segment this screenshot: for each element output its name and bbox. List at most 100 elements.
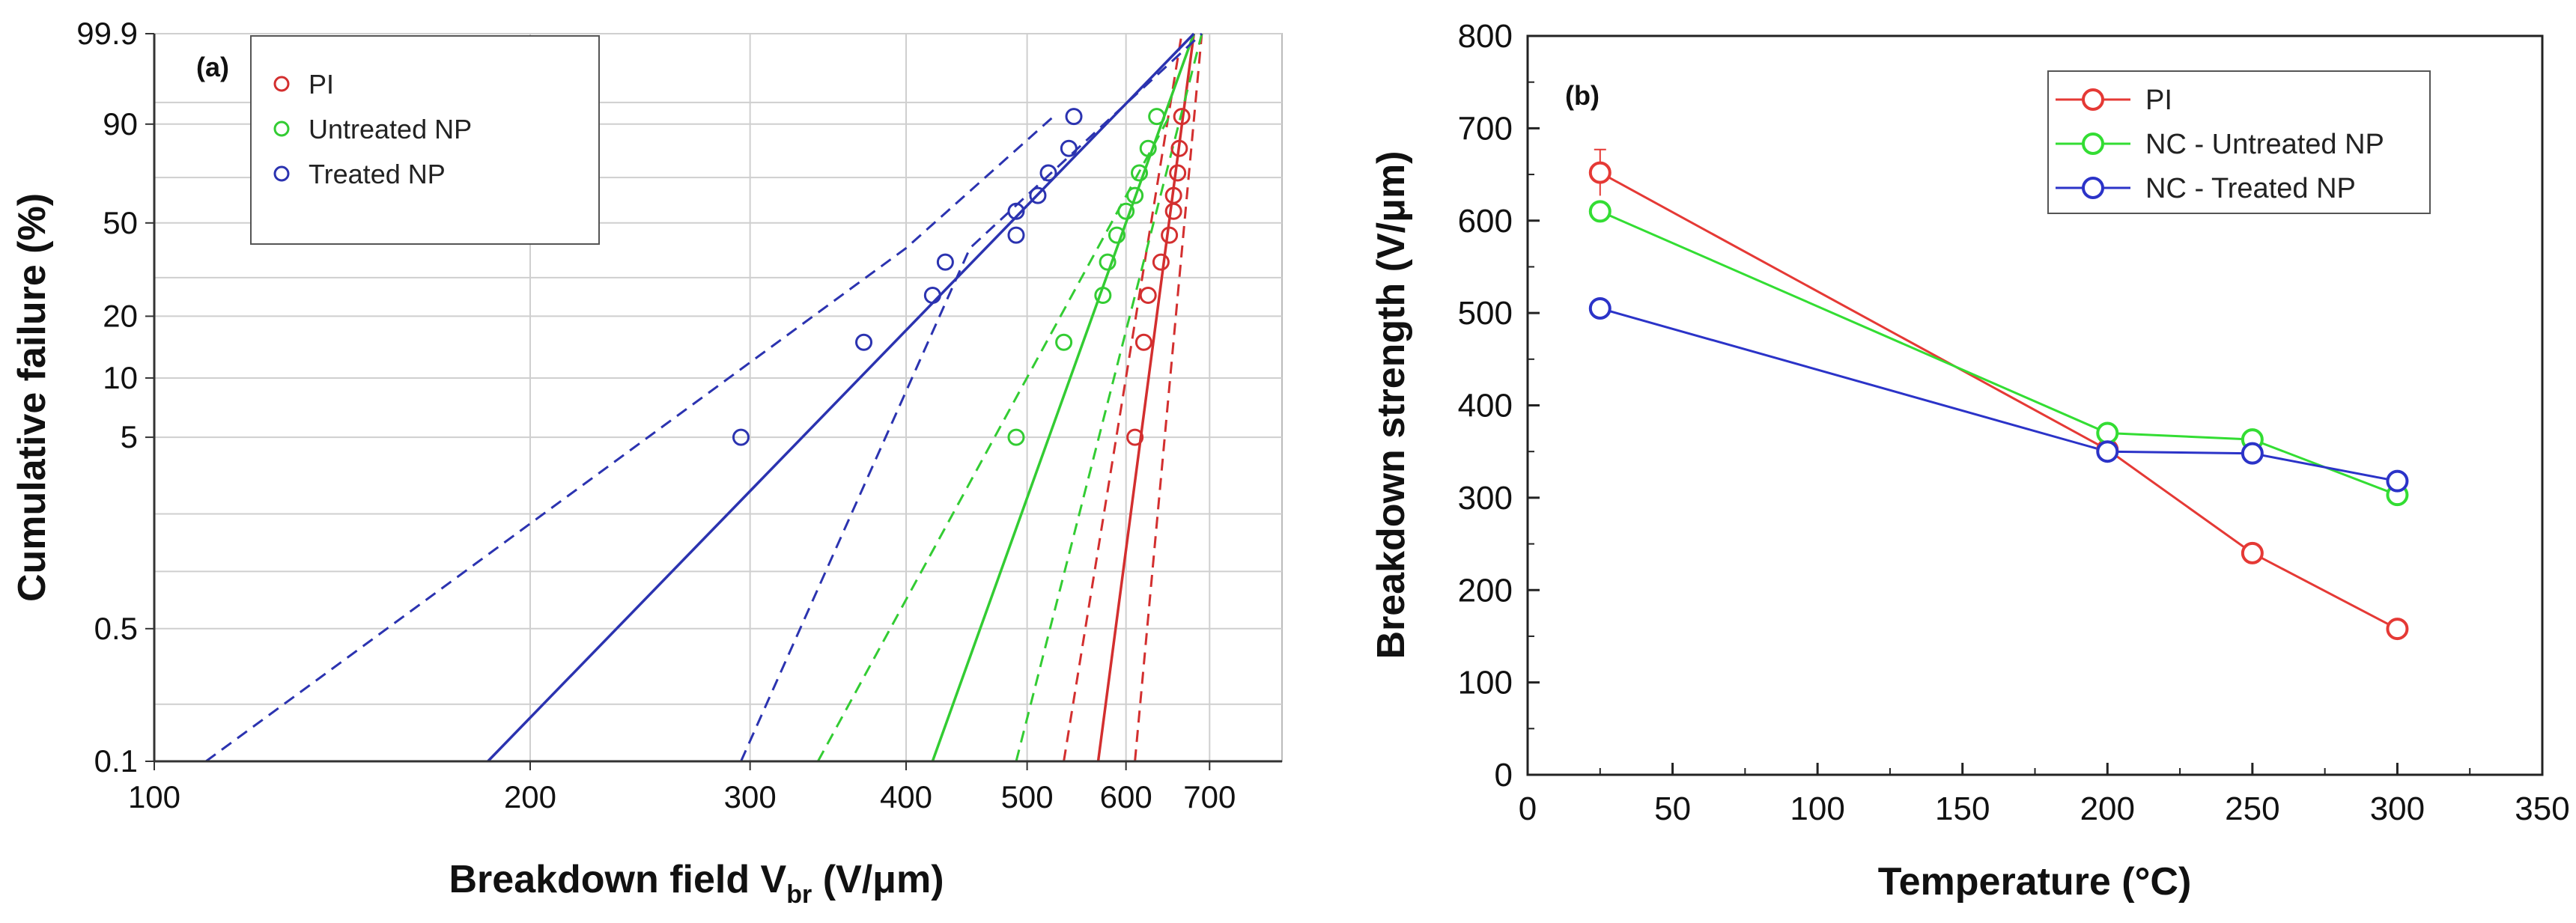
chart-a-point-untreated-np-1 [1055, 333, 1073, 351]
chart-a-y-ticks: 0.1 0.5 5 10 20 50 90 99.9 [76, 16, 154, 779]
chart-a-point-pi-8 [1170, 139, 1188, 157]
chart-a-y-tick-label-5: 50 [103, 205, 138, 240]
chart-a-point-pi-7 [1169, 164, 1187, 182]
chart-a-x-tick-label-3: 400 [880, 779, 932, 814]
chart-b-y-tick-label-8: 800 [1458, 18, 1513, 55]
chart-a-x-axis-title: Breakdown field Vbr (V/μm) [449, 858, 944, 909]
chart-a-point-pi-9 [1173, 108, 1191, 126]
chart-b-x-tick-label-5: 250 [2225, 791, 2279, 827]
legend-a-label-pi: PI [309, 69, 334, 100]
chart-b-point-nc-treated-np-0 [1588, 296, 1611, 320]
legend-b-marker-pi [2082, 88, 2104, 111]
chart-a-x-title-subscript: br [786, 880, 812, 909]
chart-b-x-tick-label-0: 0 [1519, 791, 1537, 827]
legend-a-label-untreated: Untreated NP [309, 114, 472, 144]
chart-a-ci-lower-pi [1063, 33, 1183, 762]
chart-b-line-nc-treated-np [1600, 307, 2398, 483]
chart-a-y-tick-label-0: 0.1 [94, 743, 138, 779]
chart-a-point-treated-np-2 [923, 286, 941, 304]
chart-b-x-axis-title: Temperature (°C) [1878, 860, 2192, 904]
chart-a-y-tick-label-7: 99.9 [76, 16, 138, 51]
chart-a-legend: PI Untreated NP Treated NP [250, 35, 600, 245]
chart-a-point-treated-np-5 [1007, 202, 1025, 220]
chart-a-point-treated-np-3 [936, 253, 954, 271]
chart-b-y-ticks: 0 100 200 300 400 500 600 700 800 [1458, 18, 1540, 793]
chart-b-x-tick-label-6: 300 [2370, 791, 2425, 827]
chart-a-x-title-main: Breakdown field V [449, 858, 786, 901]
chart-b-x-tick-label-7: 350 [2515, 791, 2569, 827]
legend-a-marker-untreated [273, 121, 290, 137]
chart-a-point-untreated-np-8 [1139, 139, 1157, 157]
chart-a-point-pi-3 [1152, 253, 1170, 271]
chart-a-point-pi-6 [1164, 186, 1182, 204]
chart-a-y-tick-label-1: 0.5 [94, 611, 138, 646]
chart-a-ci-upper-untreated-np [1015, 33, 1203, 762]
chart-a-y-tick-label-6: 90 [103, 106, 138, 141]
chart-a-x-tick-label-5: 600 [1100, 779, 1152, 814]
chart-b-line-nc-untreated-np [1600, 210, 2398, 496]
chart-a-point-untreated-np-3 [1099, 253, 1117, 271]
chart-b-panel-label: (b) [1565, 80, 1600, 111]
chart-a-point-untreated-np-9 [1148, 108, 1166, 126]
chart-b-x-ticks: 0 50 100 150 200 250 300 350 [1519, 763, 2570, 827]
chart-b-y-axis-title: Breakdown strength (V/μm) [1370, 151, 1413, 659]
chart-a-point-untreated-np-2 [1094, 286, 1112, 304]
chart-b-point-nc-treated-np-2 [2241, 442, 2264, 465]
chart-a-x-tick-label-1: 200 [504, 779, 556, 814]
chart-b-x-tick-label-2: 100 [1790, 791, 1844, 827]
legend-b-label-treated: NC - Treated NP [2145, 173, 2356, 204]
legend-a-marker-treated [273, 165, 290, 182]
chart-a-point-pi-1 [1134, 333, 1152, 351]
chart-b-line-pi [1600, 171, 2399, 630]
legend-b-label-untreated: NC - Untreated NP [2145, 129, 2384, 160]
chart-b-y-tick-label-0: 0 [1495, 757, 1513, 793]
chart-b-point-nc-treated-np-3 [2386, 469, 2409, 493]
legend-b-marker-untreated [2082, 132, 2104, 155]
chart-b-y-tick-label-4: 400 [1458, 388, 1513, 424]
legend-b-marker-treated [2082, 177, 2104, 199]
chart-a-point-treated-np-0 [732, 428, 750, 446]
chart-a-point-untreated-np-0 [1007, 428, 1025, 446]
chart-a-point-pi-0 [1126, 428, 1144, 446]
chart-a-point-treated-np-8 [1060, 139, 1078, 157]
weibull-chart: 100 200 300 400 500 600 700 0.1 0.5 5 10 20 50 90 99.… [10, 16, 1283, 909]
chart-a-point-untreated-np-6 [1126, 186, 1144, 204]
chart-b-y-tick-label-1: 100 [1458, 665, 1513, 701]
chart-b-y-tick-label-3: 300 [1458, 480, 1513, 517]
chart-a-data-points [732, 108, 1191, 446]
chart-a-point-untreated-np-5 [1117, 202, 1135, 220]
chart-b-y-tick-label-5: 500 [1458, 295, 1513, 332]
chart-a-point-untreated-np-7 [1131, 164, 1149, 182]
chart-a-ci-lower-untreated-np [816, 115, 1170, 762]
chart-a-point-treated-np-7 [1039, 164, 1057, 182]
chart-a-point-treated-np-1 [855, 333, 873, 351]
chart-b-data-points [1588, 161, 2409, 641]
chart-b-point-nc-untreated-np-0 [1588, 200, 1611, 223]
chart-a-point-pi-4 [1161, 226, 1179, 244]
chart-b-legend: PI NC - Untreated NP NC - Treated NP [2047, 70, 2431, 214]
chart-a-panel-label: (a) [196, 52, 229, 82]
chart-b-lines [1594, 148, 2399, 630]
chart-a-x-title-unit: (V/μm) [812, 858, 944, 901]
chart-a-x-tick-label-4: 500 [1001, 779, 1054, 814]
chart-b-x-tick-label-3: 150 [1935, 791, 1990, 827]
chart-b-point-pi-2 [2241, 541, 2264, 564]
chart-b-y-tick-label-2: 200 [1458, 572, 1513, 609]
chart-a-y-tick-label-3: 10 [103, 360, 138, 395]
chart-a-ci-lower-treated-np [205, 115, 1054, 763]
chart-b-y-tick-label-6: 600 [1458, 203, 1513, 240]
chart-a-point-treated-np-6 [1029, 186, 1047, 204]
chart-a-x-ticks: 100 200 300 400 500 600 700 [128, 761, 1236, 814]
chart-a-point-pi-2 [1139, 286, 1157, 304]
chart-a-ci-upper-pi [1134, 33, 1203, 762]
chart-a-x-tick-label-6: 700 [1183, 779, 1236, 814]
chart-a-y-axis-title: Cumulative failure (%) [10, 193, 54, 602]
chart-b-x-tick-label-1: 50 [1654, 791, 1691, 827]
chart-a-point-treated-np-9 [1065, 108, 1083, 126]
chart-b-legend-box [2047, 70, 2431, 214]
chart-a-legend-box [250, 35, 600, 245]
chart-a-fit-line-treated-np [487, 32, 1195, 763]
chart-b-x-tick-label-4: 200 [2080, 791, 2135, 827]
breakdown-vs-temperature-chart: 0 50 100 150 200 250 300 350 0 100 200 300 400 500 60… [1370, 18, 2570, 904]
legend-a-label-treated: Treated NP [309, 159, 446, 189]
